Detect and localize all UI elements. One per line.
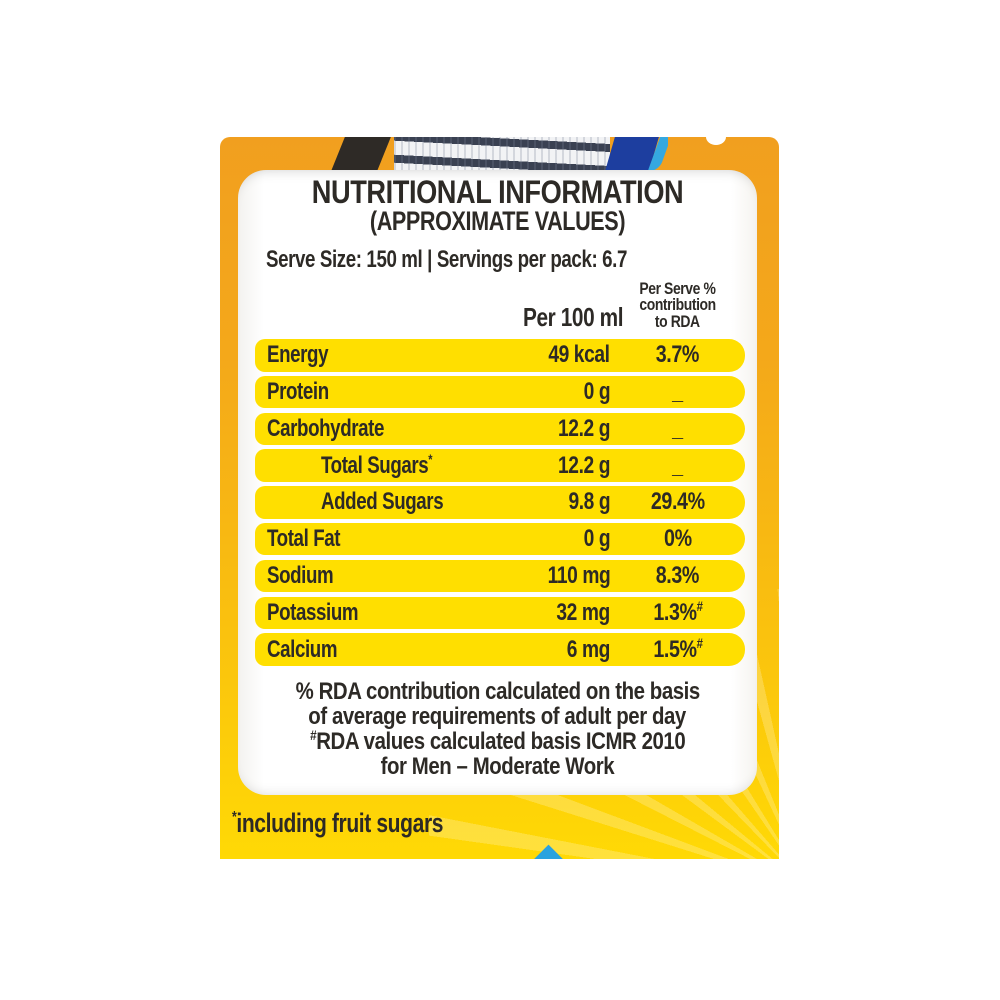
nutrient-name: Calcium bbox=[267, 635, 338, 663]
nutrient-name: Protein bbox=[267, 378, 329, 406]
per-100ml-value: 12.2 g bbox=[557, 414, 610, 442]
photo-fragment bbox=[308, 137, 668, 171]
per-100ml-value: 49 kcal bbox=[548, 341, 611, 369]
per-100ml-value: 110 mg bbox=[547, 562, 610, 590]
per-100ml-value: 32 mg bbox=[556, 598, 611, 626]
table-row: Carbohydrate 12.2 g _ bbox=[255, 412, 745, 446]
rda-value: 1.3%# bbox=[652, 597, 703, 626]
per-100ml-value: 6 mg bbox=[566, 635, 611, 663]
rda-value: _ bbox=[672, 378, 683, 406]
nutrient-name: Sodium bbox=[267, 562, 334, 590]
rda-value: 8.3% bbox=[655, 562, 700, 590]
table-row: Added Sugars 9.8 g 29.4% bbox=[255, 486, 745, 519]
product-label: NUTRITIONAL INFORMATION (APPROXIMATE VAL… bbox=[220, 137, 779, 859]
per-100ml-value: 0 g bbox=[583, 525, 610, 553]
striped-shirt-photo bbox=[394, 137, 610, 171]
rda-value: _ bbox=[672, 414, 683, 442]
table-row: Potassium 32 mg 1.3%# bbox=[255, 596, 745, 630]
column-header-per-100ml: Per 100 ml bbox=[523, 302, 624, 332]
nutrition-table: Energy 49 kcal 3.7% Protein 0 g _ Carboh… bbox=[238, 339, 757, 666]
nutrient-name: Added Sugars bbox=[321, 488, 444, 516]
top-edge-notch bbox=[706, 137, 726, 145]
nutrient-name: Potassium bbox=[267, 598, 359, 626]
nutrient-name: Energy bbox=[267, 341, 329, 369]
nutrient-name: Total Fat bbox=[267, 525, 341, 553]
column-header-rda: Per Serve % contribution to RDA bbox=[639, 278, 716, 331]
bottom-note: *including fruit sugars bbox=[232, 808, 444, 838]
rda-value: 3.7% bbox=[655, 341, 700, 369]
panel-subtitle: (APPROXIMATE VALUES) bbox=[369, 206, 626, 236]
panel-title: NUTRITIONAL INFORMATION bbox=[311, 174, 684, 210]
table-row: Sodium 110 mg 8.3% bbox=[255, 559, 745, 593]
table-row: Total Fat 0 g 0% bbox=[255, 522, 745, 556]
nutrition-info-panel: NUTRITIONAL INFORMATION (APPROXIMATE VAL… bbox=[238, 170, 757, 795]
table-row: Calcium 6 mg 1.5%# bbox=[255, 633, 745, 666]
table-row: Protein 0 g _ bbox=[255, 375, 745, 409]
table-row: Energy 49 kcal 3.7% bbox=[255, 339, 745, 372]
rda-value: 0% bbox=[663, 525, 692, 553]
rda-value: 29.4% bbox=[650, 488, 705, 516]
per-100ml-value: 0 g bbox=[583, 378, 610, 406]
table-row: Total Sugars* 12.2 g _ bbox=[255, 449, 745, 482]
nutrient-name: Total Sugars* bbox=[321, 450, 433, 479]
per-100ml-value: 12.2 g bbox=[557, 451, 610, 479]
rda-footnote: % RDA contribution calculated on the bas… bbox=[295, 677, 700, 780]
rda-value: _ bbox=[672, 451, 683, 479]
per-100ml-value: 9.8 g bbox=[568, 488, 610, 516]
rda-value: 1.5%# bbox=[652, 634, 703, 663]
nutrient-name: Carbohydrate bbox=[267, 414, 385, 442]
serve-size-info: Serve Size: 150 ml | Servings per pack: … bbox=[266, 246, 627, 273]
table-header: Per 100 ml Per Serve % contribution to R… bbox=[255, 279, 745, 333]
